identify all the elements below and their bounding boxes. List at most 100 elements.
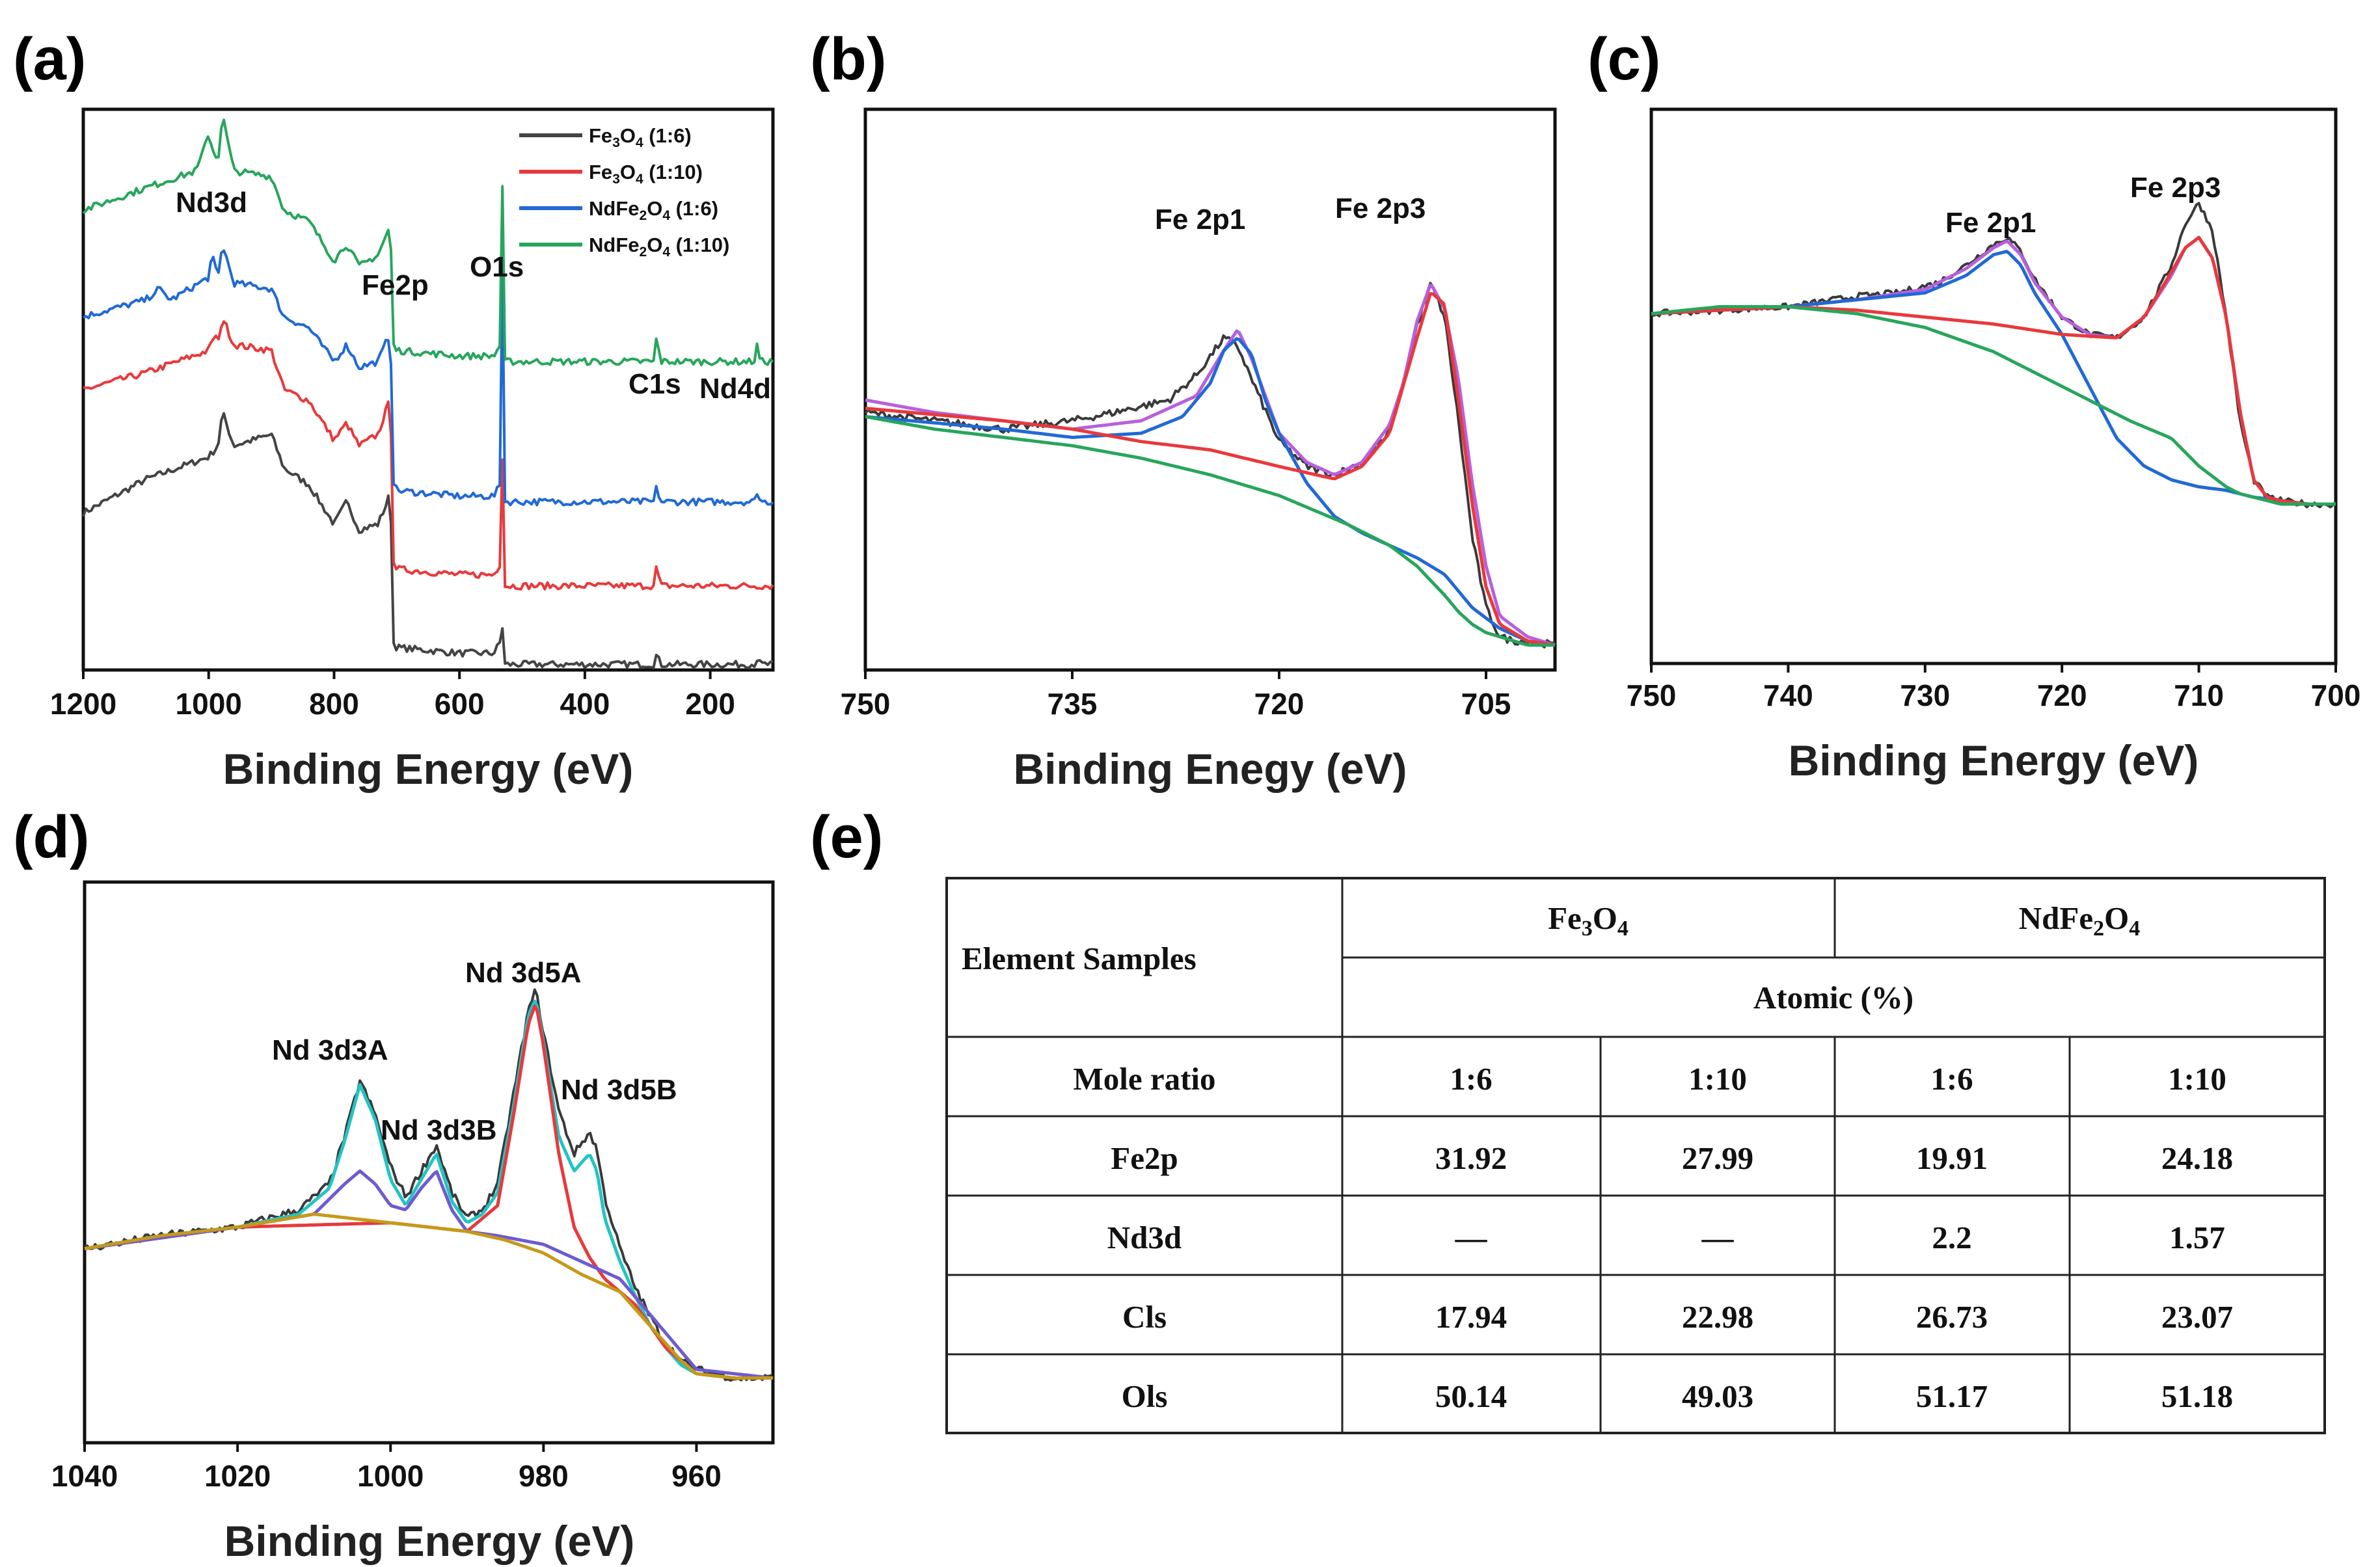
panel-d-x-axis-title: Binding Energy (eV) xyxy=(224,1517,635,1565)
x-tick-label: 750 xyxy=(1627,678,1677,712)
series-line-raw xyxy=(84,988,774,1382)
series-line-ndfe2o4-1-6- xyxy=(83,249,774,507)
x-tick-label: 750 xyxy=(841,687,891,721)
x-tick-label: 980 xyxy=(519,1459,569,1493)
table-body: Mole ratio 1:6 1:10 1:6 1:10 Fe2p 31.92 27.99 19… xyxy=(1073,1061,2233,1414)
series-line-background xyxy=(1651,305,2336,506)
panel-d-annotation-nd3d5b: Nd 3d5B xyxy=(561,1074,677,1106)
panel-a-annotation-c1s: C1s xyxy=(629,368,681,400)
panel-d-annotation-nd3d5a: Nd 3d5A xyxy=(465,957,581,989)
x-tick-label: 710 xyxy=(2174,678,2224,712)
panel-c-frame xyxy=(1649,107,2338,665)
legend-label: NdFe2O4 (1:6) xyxy=(589,197,718,223)
x-tick-label: 800 xyxy=(309,687,359,721)
x-tick-label: 1000 xyxy=(176,687,242,721)
table-row: Cls 17.94 22.98 26.73 23.07 xyxy=(1122,1299,2233,1335)
series-line-envelope xyxy=(84,999,773,1380)
table-corner-header: Element Samples xyxy=(962,941,1197,976)
panel-c-label: (c) xyxy=(1588,26,1660,92)
x-tick-label: 740 xyxy=(1763,678,1813,712)
series-line-background xyxy=(84,1212,773,1380)
legend-entry-ndfe2o4-1-6: NdFe2O4 (1:6) xyxy=(519,197,718,223)
table-cell: — xyxy=(1701,1220,1735,1255)
series-line-envelope xyxy=(865,283,1556,647)
panel-e-label: (e) xyxy=(810,804,883,870)
x-tick-label: 735 xyxy=(1048,687,1098,721)
panel-d: (d) 1040 1020 1000 980 960 Binding Energy (e… xyxy=(13,804,775,1565)
panel-a-x-ticks: 1200 1000 800 600 400 200 xyxy=(50,670,735,721)
panel-b-x-ticks: 750 735 720 705 xyxy=(841,670,1511,721)
panel-c-x-ticks: 750 740 730 720 710 700 xyxy=(1627,663,2361,712)
panel-d-x-ticks: 1040 1020 1000 980 960 xyxy=(51,1443,722,1493)
panel-e: (e) Element Samples Fe3O4 NdFe2O4 Atomic… xyxy=(810,804,2326,1434)
panel-c-x-axis-title: Binding Energy (eV) xyxy=(1789,736,2199,784)
panel-b-annotation-fe2p1: Fe 2p1 xyxy=(1155,204,1245,235)
x-tick-label: 730 xyxy=(1900,678,1950,712)
panel-a: (a) 1200 1000 800 600 400 200 Binding Energy … xyxy=(13,26,775,793)
panel-a-annotation-nd3d: Nd3d xyxy=(176,187,247,219)
panel-a-annotation-fe2p: Fe2p xyxy=(362,269,429,301)
x-tick-label: 960 xyxy=(671,1459,722,1493)
x-tick-label: 1000 xyxy=(357,1459,424,1493)
table-row: Fe2p 31.92 27.99 19.91 24.18 xyxy=(1111,1140,2233,1176)
table-cell: 51.17 xyxy=(1916,1378,1988,1414)
series-line-ndfe2o4-1-10- xyxy=(82,118,774,367)
panel-b-label: (b) xyxy=(810,26,886,92)
panel-c-series xyxy=(1651,202,2337,509)
panel-b-x-axis-title: Binding Enegy (eV) xyxy=(1013,745,1407,793)
panel-c-annotation-fe2p1: Fe 2p1 xyxy=(1945,207,2036,239)
x-tick-label: 720 xyxy=(1254,687,1305,721)
series-line-fe-2p1-component xyxy=(865,337,1556,647)
panel-a-label: (a) xyxy=(13,26,86,92)
table-cell: 50.14 xyxy=(1435,1378,1507,1414)
table-row: Nd3d — — 2.2 1.57 xyxy=(1107,1220,2225,1255)
panel-a-series xyxy=(82,118,774,669)
table-cell: 24.18 xyxy=(2161,1140,2233,1176)
table-cell: 19.91 xyxy=(1916,1140,1988,1176)
table-cell: — xyxy=(1455,1220,1488,1255)
table-row-label: Mole ratio xyxy=(1073,1061,1215,1097)
legend-label: Fe3O4 (1:10) xyxy=(589,161,703,187)
table-cell: 22.98 xyxy=(1682,1299,1753,1335)
table-header-fe3o4: Fe3O4 xyxy=(1548,900,1629,941)
x-tick-label: 705 xyxy=(1461,687,1511,721)
panel-a-legend: Fe3O4 (1:6) Fe3O4 (1:10) NdFe2O4 (1:6) N… xyxy=(519,124,729,260)
x-tick-label: 1200 xyxy=(50,687,116,721)
table-cell: 1:10 xyxy=(1688,1061,1747,1097)
table-cell: 27.99 xyxy=(1682,1140,1753,1176)
panel-a-x-axis-title: Binding Energy (eV) xyxy=(223,745,634,793)
series-line-fe3o4-1-6- xyxy=(82,412,774,669)
panel-b-annotation-fe2p3: Fe 2p3 xyxy=(1335,193,1426,224)
panel-c: (c) 750 740 730 720 710 700 Binding Energy (e… xyxy=(1588,26,2360,784)
legend-label: NdFe2O4 (1:10) xyxy=(589,234,729,260)
table-cell: 1:10 xyxy=(2168,1061,2226,1097)
x-tick-label: 600 xyxy=(435,687,485,721)
x-tick-label: 1040 xyxy=(51,1459,118,1493)
panel-b: (b) 750 735 720 705 Binding Enegy (eV) Fe 2… xyxy=(810,26,1557,793)
panel-d-annotation-nd3d3b: Nd 3d3B xyxy=(381,1114,496,1146)
panel-a-annotation-nd4d: Nd4d xyxy=(699,373,771,405)
x-tick-label: 720 xyxy=(2037,678,2087,712)
series-line-fe-2p3-component xyxy=(865,292,1556,647)
x-tick-label: 700 xyxy=(2311,678,2361,712)
panel-a-annotation-o1s: O1s xyxy=(470,251,524,283)
panel-d-series xyxy=(84,988,774,1382)
series-line-nd-3d5b-component xyxy=(84,1004,773,1380)
panel-d-frame xyxy=(83,880,775,1445)
series-line-fe3o4-1-10- xyxy=(83,320,774,591)
table-row-label: Fe2p xyxy=(1111,1140,1178,1176)
panel-d-annotation-nd3d3a: Nd 3d3A xyxy=(272,1034,388,1066)
table-cell: 1.57 xyxy=(2169,1220,2225,1255)
table-row-label: Cls xyxy=(1122,1299,1167,1335)
series-line-background xyxy=(865,415,1555,647)
table-cell: 51.18 xyxy=(2161,1378,2233,1414)
composition-table: Element Samples Fe3O4 NdFe2O4 Atomic (%)… xyxy=(945,877,2326,1434)
table-cell: 31.92 xyxy=(1435,1140,1507,1176)
table-row-label: Nd3d xyxy=(1107,1220,1182,1255)
table-cell: 49.03 xyxy=(1682,1378,1753,1414)
table-cell: 2.2 xyxy=(1932,1220,1971,1255)
panel-c-annotation-fe2p3: Fe 2p3 xyxy=(2130,172,2221,204)
table-cell: 1:6 xyxy=(1930,1061,1973,1097)
table-cell: 17.94 xyxy=(1435,1299,1507,1335)
